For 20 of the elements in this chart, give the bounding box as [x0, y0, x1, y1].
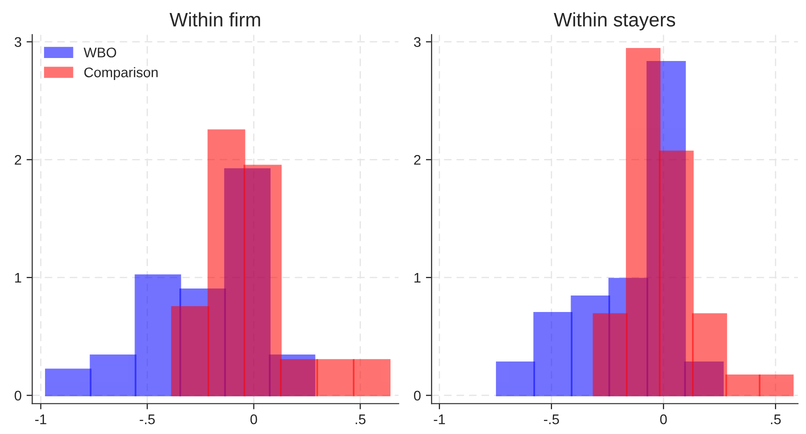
- x-tick-label: .5: [771, 414, 781, 424]
- legend-label: Comparison: [84, 67, 158, 80]
- y-tick-label: 3: [14, 37, 22, 47]
- y-tick-label: 3: [414, 37, 421, 47]
- x-tick-label: -1: [35, 414, 46, 424]
- x-tick-label: -1: [434, 414, 445, 424]
- x-tick-label: 0: [660, 414, 667, 424]
- chart-title: Within stayers: [554, 12, 676, 30]
- y-tick-label: 1: [414, 272, 420, 283]
- x-tick-label: 0: [250, 414, 258, 424]
- y-tick-label: 0: [14, 390, 22, 401]
- y-tick-label: 0: [414, 390, 421, 401]
- x-tick-label: .5: [356, 414, 366, 424]
- x-tick-label: -.5: [544, 414, 559, 424]
- legend-label: WBO: [84, 48, 116, 58]
- chart-title: Within firm: [170, 12, 260, 27]
- x-tick-label: -.5: [140, 414, 155, 424]
- y-tick-label: 2: [414, 154, 420, 165]
- y-tick-label: 1: [15, 272, 22, 283]
- y-tick-label: 2: [14, 154, 22, 165]
